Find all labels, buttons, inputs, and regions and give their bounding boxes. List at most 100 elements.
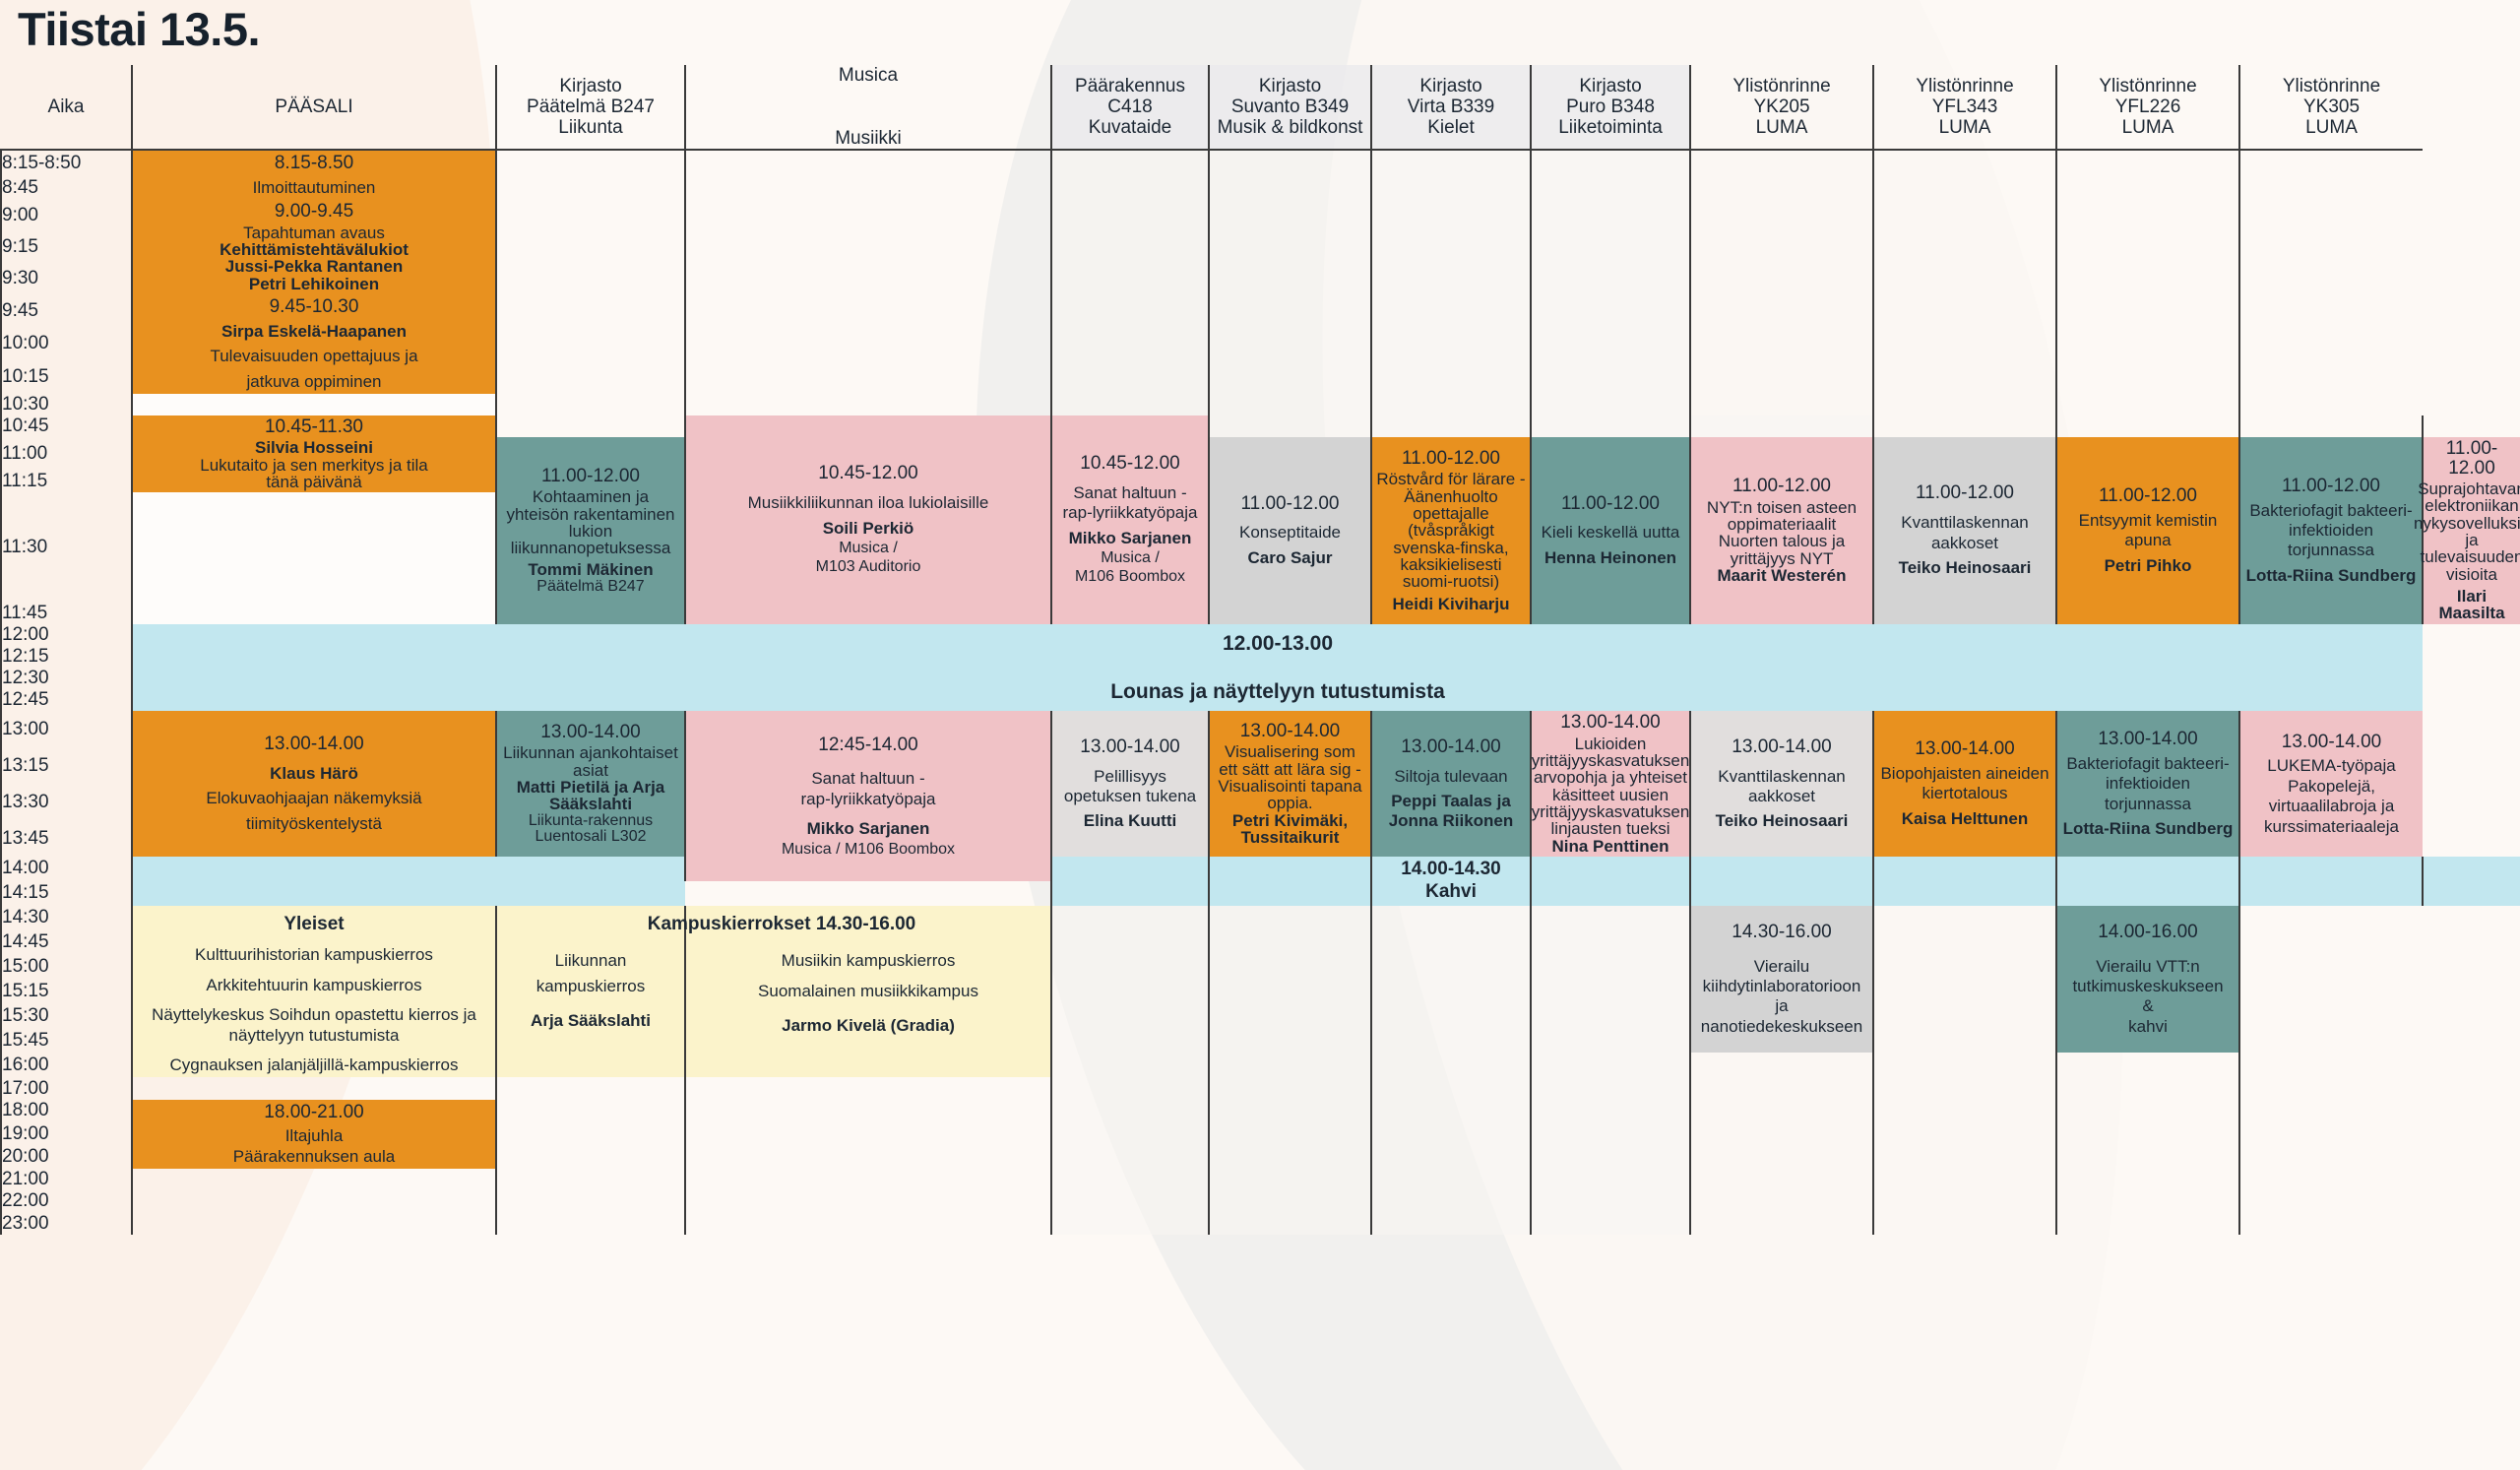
empty-b349-morning	[1208, 150, 1371, 416]
time-label: 11:15	[0, 471, 132, 493]
time-label: 9:45	[0, 293, 132, 328]
event-time: 9.45-10.30	[269, 295, 359, 317]
event-speaker: Klaus Härö	[270, 764, 358, 784]
tour-title-line2: Suomalainen musiikkikampus	[758, 981, 978, 1000]
col-header-yfl343: Ylistönrinne YFL343 LUMA	[1872, 65, 2056, 152]
empty-kirjasto-b247-1045	[495, 415, 685, 438]
event-title-line1: Tulevaisuuden opettajuus ja	[210, 347, 418, 366]
event-title: Konseptitaide	[1238, 523, 1342, 543]
event-title: Suprajohtavan elektroniikan nykysovelluk…	[2413, 479, 2520, 584]
event-title-line2: tutkimuskeskukseen	[2072, 977, 2224, 996]
tour-item: Cygnauksen jalanjäljillä-kampuskierros	[169, 1055, 459, 1075]
empty-b349-afternoon	[1208, 905, 1371, 1078]
event-hosseini[interactable]: 10.45-11.30 Silvia Hosseini Lukutaito ja…	[131, 415, 496, 493]
tours-yleiset[interactable]: Yleiset Kulttuurihistorian kampuskierros…	[131, 905, 496, 1078]
event-time: 8.15-8.50	[274, 153, 354, 174]
event-konseptitaide[interactable]: 11.00-12.00 Konseptitaide Caro Sajur	[1208, 437, 1371, 624]
event-title: Lounas ja näyttelyyn tutustumista	[1110, 680, 1445, 704]
event-time: 11.00-12.00	[2281, 475, 2380, 496]
event-sanat-haltuun-iltapaiva[interactable]: 12:45-14.00 Sanat haltuun - rap-lyriikka…	[684, 711, 1051, 881]
event-iltajuhla[interactable]: 18.00-21.00 Iltajuhla Päärakennuksen aul…	[131, 1099, 496, 1170]
event-title-line3: &	[2142, 996, 2154, 1016]
empty-yfl343-afternoon	[1872, 905, 2056, 1078]
event-title-line2: rap-lyriikkatyöpaja	[800, 789, 936, 808]
event-speaker: Petri Pihko	[2104, 555, 2192, 575]
event-title: Vierailu kiihdytinlaboratorioon ja nanot…	[1700, 956, 1863, 1036]
event-liikunnan-ajankohtaiset[interactable]: 13.00-14.00 Liikunnan ajankohtaiset asia…	[495, 711, 685, 858]
event-time: 10.45-12.00	[1080, 453, 1180, 475]
event-yrittajyyskasvatus[interactable]: 13.00-14.00 Lukioiden yrittäjyyskasvatuk…	[1530, 711, 1690, 858]
event-lounas[interactable]: 12.00-13.00 Lounas ja näyttelyyn tutustu…	[131, 623, 2423, 712]
event-title: Liikunnan ajankohtaiset asiat	[503, 743, 678, 780]
schedule-table: Aika PÄÄSALI Kirjasto Päätelmä B247 Liikun…	[0, 65, 2520, 1235]
event-ilmoittautuminen[interactable]: 8.15-8.50 Ilmoittautuminen	[131, 150, 496, 201]
event-title: Kohtaaminen ja yhteisön rakentaminen luk…	[506, 487, 675, 558]
col-header-yk305: Ylistönrinne YK305 LUMA	[2238, 65, 2423, 152]
event-time: 11.00-12.00	[1560, 492, 1660, 514]
event-vierailu-kiihdytinlaboratorio[interactable]: 14.30-16.00 Vierailu kiihdytinlaboratori…	[1689, 905, 1873, 1054]
event-title: Kvanttilaskennan aakkoset	[1718, 766, 1846, 805]
col-header-label: Ylistönrinne YFL226 LUMA	[2099, 75, 2197, 139]
table-body: 8:15-8:50 8.15-8.50 Ilmoittautuminen	[0, 150, 2520, 1235]
tours-yleiset-heading: Yleiset	[284, 913, 345, 934]
event-title-line1: Vierailu VTT:n	[2096, 956, 2200, 976]
event-location: Päätelmä B247	[536, 577, 645, 595]
empty-b348-morning	[1530, 150, 1690, 416]
event-entsyymit[interactable]: 11.00-12.00 Entsyymit kemistin apuna Pet…	[2055, 437, 2239, 624]
event-location-1: Musica /	[839, 539, 898, 556]
time-label: 15:30	[0, 1003, 132, 1029]
event-kvanttilaskenta-iltapaiva[interactable]: 13.00-14.00 Kvanttilaskennan aakkoset Te…	[1689, 711, 1873, 858]
event-rostvard[interactable]: 11.00-12.00 Röstvård för lärare - Äänenh…	[1370, 437, 1531, 624]
event-speaker: Nina Penttinen	[1551, 836, 1670, 856]
empty-b339-1045	[1530, 415, 1690, 438]
col-header-label: Kirjasto Päätelmä B247 Liikunta	[527, 75, 655, 139]
tours-musiikki[interactable]: Kampuskierrokset 14.30-16.00 Musiikin ka…	[648, 905, 1051, 1078]
time-label: 10:30	[0, 393, 132, 416]
event-bakteriofagit-aamu[interactable]: 11.00-12.00 Bakteriofagit bakteeri-infek…	[2238, 437, 2423, 624]
event-siltoja-tulevaan[interactable]: 13.00-14.00 Siltoja tulevaan Peppi Taala…	[1370, 711, 1531, 858]
event-suprajohtava-elektroniikka[interactable]: 11.00-12.00 Suprajohtavan elektroniikan …	[2414, 437, 2520, 624]
event-nyt-oppimateriaalit[interactable]: 11.00-12.00 NYT:n toisen asteen oppimate…	[1689, 437, 1873, 624]
time-label: 12:45	[0, 689, 132, 712]
event-kohtaaminen[interactable]: 11.00-12.00 Kohtaaminen ja yhteisön rake…	[495, 437, 685, 624]
event-musiikkiliikunnan-iloa[interactable]: 10.45-12.00 Musiikkiliikunnan iloa lukio…	[684, 415, 1051, 624]
event-kahvi[interactable]: 14.00-14.30 Kahvi	[1370, 857, 1531, 906]
empty-yk305-afternoon	[2238, 905, 2423, 1078]
empty-paasali-1030	[131, 393, 496, 416]
event-time: 13.00-14.00	[1560, 712, 1661, 734]
empty-yk205-evening	[1689, 1077, 1873, 1235]
event-lukema-tyopaja[interactable]: 13.00-14.00 LUKEMA-työpaja Pakopelejä, v…	[2238, 711, 2423, 858]
event-time: 13.00-14.00	[1239, 721, 1341, 742]
event-tapahtuman-avaus[interactable]: 9.00-9.45 Tapahtuman avaus Kehittämisteh…	[131, 200, 496, 294]
event-speaker: Tommi Mäkinen	[528, 560, 654, 580]
event-time: 13.00-14.00	[264, 734, 364, 755]
event-pelillisyys[interactable]: 13.00-14.00 Pelillisyys opetuksen tukena…	[1050, 711, 1209, 858]
event-title-line4: kahvi	[2128, 1016, 2168, 1036]
event-visualisering[interactable]: 13.00-14.00 Visualisering som ett sätt a…	[1208, 711, 1371, 858]
time-label: 14:30	[0, 905, 132, 930]
event-title: Ilmoittautuminen	[252, 177, 376, 197]
event-kvanttilaskenta-aamu[interactable]: 11.00-12.00 Kvanttilaskennan aakkoset Te…	[1872, 437, 2056, 624]
event-title: Kvanttilaskennan aakkoset	[1901, 513, 2029, 552]
event-location: Musica / M106 Boombox	[781, 840, 956, 858]
event-title: LUKEMA-työpaja Pakopelejä, virtuaalilabr…	[2264, 756, 2399, 836]
event-vierailu-vtt[interactable]: 14.00-16.00 Vierailu VTT:n tutkimuskesku…	[2055, 905, 2239, 1054]
event-speaker: Soili Perkiö	[822, 518, 914, 538]
event-location-2: Luentosali L302	[535, 828, 647, 846]
event-sanat-haltuun-aamu[interactable]: 10.45-12.00 Sanat haltuun - rap-lyriikka…	[1050, 415, 1209, 624]
event-time: 10.45-11.30	[264, 416, 363, 438]
empty-yk205-1045	[1872, 415, 2056, 438]
event-title-line1: Elokuvaohjaajan näkemyksiä	[206, 789, 422, 808]
event-bakteriofagit-iltapaiva[interactable]: 13.00-14.00 Bakteriofagit bakteeri-infek…	[2055, 711, 2239, 858]
event-kieli-keskella-uutta[interactable]: 11.00-12.00 Kieli keskellä uutta Henna H…	[1530, 437, 1690, 624]
col-header-label: Kirjasto Suvanto B349 Musik & bildkonst	[1217, 75, 1363, 139]
event-eskela-haapanen[interactable]: 9.45-10.30 Sirpa Eskelä-Haapanen Tulevai…	[131, 293, 496, 394]
coffee-break-yk205	[1872, 857, 2056, 906]
event-biopohjaiset-aineet[interactable]: 13.00-14.00 Biopohjaisten aineiden kiert…	[1872, 711, 2056, 858]
event-klaus-haro[interactable]: 13.00-14.00 Klaus Härö Elokuvaohjaajan n…	[131, 711, 496, 858]
event-time: 11.00-12.00	[1915, 482, 2014, 504]
event-time: 13.00-14.00	[1401, 735, 1501, 757]
time-label: 20:00	[0, 1145, 132, 1170]
event-time: 9.00-9.45	[274, 201, 354, 223]
